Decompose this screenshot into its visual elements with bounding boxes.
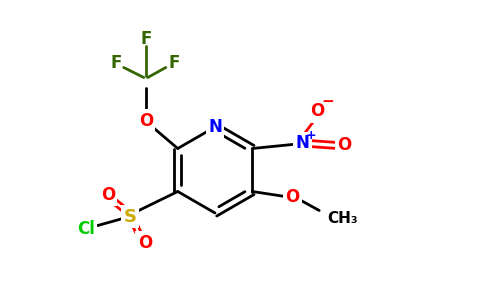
Text: O: O <box>137 233 152 251</box>
Text: −: − <box>322 94 334 109</box>
Text: O: O <box>310 103 324 121</box>
Text: O: O <box>138 112 153 130</box>
Text: Cl: Cl <box>77 220 95 238</box>
Text: N: N <box>295 134 309 152</box>
Text: F: F <box>140 29 151 47</box>
Text: O: O <box>101 185 115 203</box>
Text: F: F <box>168 53 180 71</box>
Text: N: N <box>208 118 222 136</box>
Text: +: + <box>306 129 317 142</box>
Text: F: F <box>110 53 121 71</box>
Text: O: O <box>285 188 300 206</box>
Text: S: S <box>123 208 136 226</box>
Text: CH₃: CH₃ <box>327 211 358 226</box>
Text: O: O <box>337 136 351 154</box>
